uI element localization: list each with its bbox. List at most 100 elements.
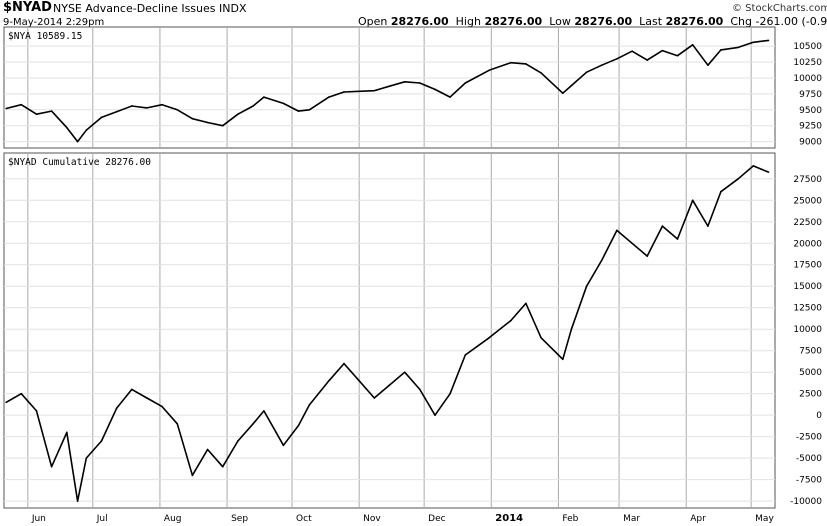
data-point — [328, 379, 330, 382]
y-tick-label: 10000 — [793, 74, 822, 84]
ohlc-summary: Open 28276.00 High 28276.00 Low 28276.00… — [358, 15, 827, 28]
stockcharts-logo[interactable]: © StockCharts.com — [732, 3, 827, 14]
data-point — [35, 113, 38, 116]
data-point — [720, 190, 722, 193]
data-point — [176, 108, 179, 111]
data-point — [297, 110, 300, 112]
data-point — [707, 64, 709, 67]
y-tick-label: 12500 — [793, 304, 822, 314]
data-point — [449, 96, 451, 98]
open-label: Open — [358, 15, 388, 28]
data-point — [561, 92, 564, 95]
data-point — [20, 392, 23, 395]
chg-value: -261.00 (-0.91%) — [755, 15, 827, 28]
data-point — [50, 110, 53, 112]
data-point — [646, 255, 649, 257]
data-point — [720, 49, 722, 51]
last-label: Last — [639, 15, 663, 28]
data-point — [297, 424, 300, 427]
high-label: High — [455, 15, 481, 28]
data-point — [237, 113, 239, 116]
x-tick-label: Oct — [296, 514, 312, 524]
data-point — [343, 362, 345, 365]
data-point — [50, 465, 53, 468]
y-tick-label: 27500 — [793, 175, 822, 185]
x-tick-label: Jun — [31, 514, 46, 524]
data-point — [206, 121, 209, 124]
data-point — [419, 82, 421, 84]
data-point — [388, 384, 391, 386]
data-point — [221, 465, 224, 468]
data-point — [191, 474, 194, 477]
data-point — [115, 110, 118, 113]
y-tick-label: 9500 — [799, 106, 822, 116]
data-point — [5, 401, 7, 404]
data-point — [161, 405, 163, 408]
data-point — [767, 39, 770, 42]
data-point — [464, 82, 467, 84]
data-point — [676, 238, 679, 240]
data-point — [282, 444, 285, 447]
data-point — [434, 414, 436, 416]
data-point — [206, 448, 209, 451]
y-tick-label: 9750 — [799, 90, 822, 100]
data-point — [616, 229, 618, 232]
data-point — [237, 440, 239, 442]
series-lines — [5, 39, 770, 502]
data-point — [373, 89, 376, 92]
data-point — [282, 102, 285, 105]
data-point — [434, 88, 436, 91]
data-point — [525, 63, 527, 65]
data-point — [66, 431, 68, 434]
data-point — [540, 337, 542, 339]
x-tick-label: Nov — [363, 514, 381, 524]
exchange-label: INDX — [219, 2, 247, 15]
data-point — [570, 84, 573, 87]
data-point — [100, 116, 103, 119]
price-panel-label: $NYA 10589.15 — [8, 31, 82, 42]
data-point — [76, 500, 79, 502]
x-tick-label: Sep — [231, 514, 248, 524]
y-tick-label: -10000 — [790, 497, 822, 507]
x-tick-label: Feb — [562, 514, 578, 524]
x-tick-label: Aug — [164, 514, 182, 524]
data-point — [388, 85, 391, 88]
data-point — [488, 337, 490, 339]
data-point — [752, 165, 755, 167]
data-point — [600, 64, 603, 67]
x-tick-label: Mar — [623, 514, 640, 524]
data-point — [191, 117, 194, 120]
data-point — [509, 61, 512, 64]
data-point — [221, 124, 224, 127]
data-point — [691, 44, 694, 46]
data-point — [5, 107, 7, 110]
data-point — [464, 354, 467, 356]
data-point — [146, 107, 148, 109]
data-point — [403, 371, 406, 373]
y-tick-label: 22500 — [793, 218, 822, 228]
data-point — [488, 69, 490, 72]
data-point — [252, 105, 254, 107]
data-point — [616, 58, 618, 60]
data-point — [525, 302, 527, 305]
data-point — [752, 41, 755, 44]
data-point — [76, 140, 79, 143]
data-point — [449, 392, 451, 395]
data-point — [85, 457, 88, 459]
y-tick-label: -7500 — [796, 476, 822, 486]
y-tick-label: -5000 — [796, 454, 822, 464]
data-point — [509, 319, 512, 322]
y-tick-label: 7500 — [799, 347, 822, 357]
data-point — [737, 177, 739, 180]
chg-label: Chg — [730, 15, 752, 28]
data-point — [403, 80, 406, 83]
high-value: 28276.00 — [484, 15, 543, 28]
y-tick-label: 2500 — [799, 390, 822, 400]
data-point — [130, 105, 133, 107]
index-full-name: NYSE Advance-Decline Issues — [53, 2, 216, 15]
y-axis-labels: 9000 9250 9500 9750 10000 10250 10500 -10000 -75… — [790, 42, 822, 507]
x-tick-label: Jul — [96, 514, 108, 524]
data-point — [35, 410, 38, 412]
y-tick-label: 15000 — [793, 282, 822, 292]
data-point — [308, 108, 311, 111]
